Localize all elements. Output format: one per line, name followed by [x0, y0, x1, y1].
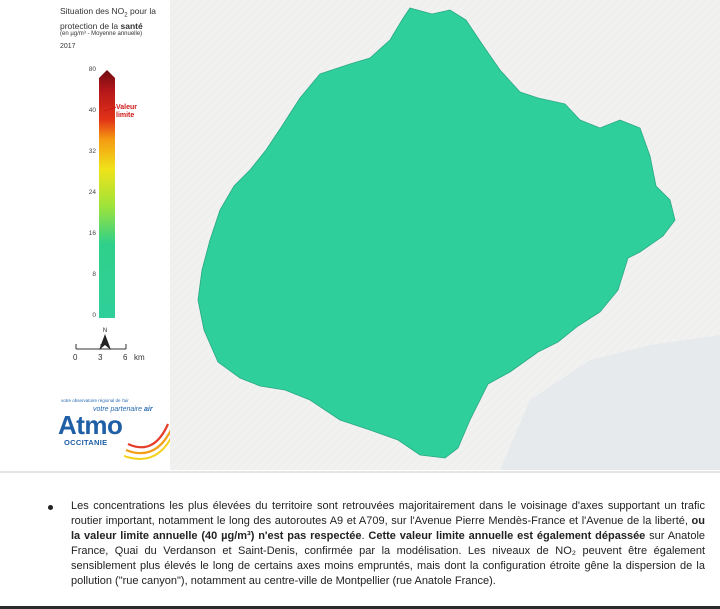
- map-legend: Situation des NO2 pour la protection de …: [52, 0, 170, 470]
- bullet-icon: [48, 505, 53, 510]
- legend-title: Situation des NO2 pour la protection de …: [60, 6, 156, 31]
- bottom-rule: [0, 606, 720, 609]
- legend-year: 2017: [60, 43, 76, 50]
- limit-marker: [104, 106, 117, 112]
- tick-label: 8: [92, 271, 96, 278]
- tick-label: 16: [88, 230, 96, 237]
- logo-swoosh-icon: [124, 423, 174, 460]
- color-scale-bar: [99, 70, 115, 318]
- limit-value-label: Valeur limite: [116, 104, 138, 119]
- logo-tagline: votre partenaire air: [93, 406, 153, 413]
- scale-label: 6: [123, 353, 128, 362]
- atmo-occitanie-logo: votre observatoire régional de l'air vot…: [58, 398, 176, 462]
- north-arrow-icon: N: [99, 328, 111, 350]
- tick-label: 40: [88, 107, 96, 114]
- scale-label: 3: [98, 353, 103, 362]
- scale-label: km: [134, 353, 145, 362]
- svg-text:N: N: [103, 328, 107, 334]
- logo-small-text: votre observatoire régional de l'air: [61, 398, 129, 403]
- logo-brand: Atmo: [58, 410, 123, 440]
- scale-label: 0: [73, 353, 78, 362]
- tick-label: 80: [88, 66, 96, 73]
- logo-region: OCCITANIE: [64, 438, 108, 447]
- paragraph-text: Les concentrations les plus élevées du t…: [71, 500, 706, 587]
- legend-unit: (en µg/m³ - Moyenne annuelle): [60, 31, 143, 37]
- tick-label: 0: [92, 312, 96, 319]
- section-divider: [0, 471, 720, 473]
- scale-bar-km: 0 3 6 km: [73, 339, 153, 369]
- tick-label: 32: [88, 148, 96, 155]
- tick-label: 24: [88, 189, 96, 196]
- no2-concentration-map: [170, 0, 720, 470]
